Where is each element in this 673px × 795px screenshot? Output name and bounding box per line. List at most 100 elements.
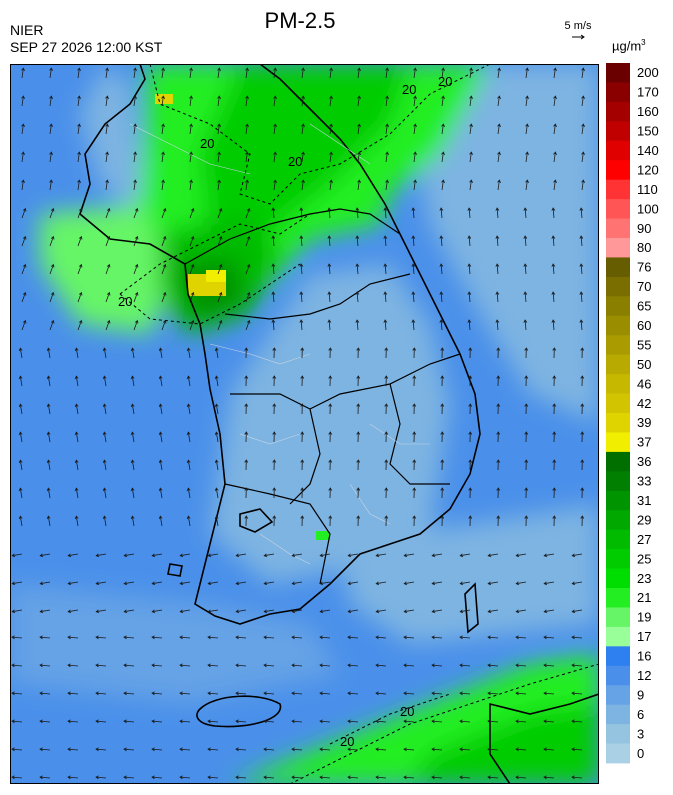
wind-arrow-icon	[487, 691, 499, 696]
wind-arrow-icon	[552, 459, 557, 471]
wind-arrow-icon	[581, 179, 585, 191]
wind-arrow-icon	[39, 635, 51, 640]
wind-arrow-icon	[263, 775, 275, 780]
wind-arrow-icon	[356, 459, 361, 471]
wind-arrow-icon	[77, 235, 83, 247]
wind-arrow-icon	[551, 263, 556, 275]
wind-arrow-icon	[21, 291, 27, 303]
wind-arrow-icon	[67, 635, 79, 640]
wind-arrow-icon	[327, 319, 332, 331]
contour-label: 20	[200, 136, 214, 151]
wind-arrow-icon	[49, 67, 53, 79]
wind-arrow-icon	[327, 263, 332, 275]
wind-arrow-icon	[356, 431, 361, 443]
province-borders	[184, 208, 461, 585]
wind-arrow-icon	[46, 431, 51, 443]
wind-arrow-icon	[39, 691, 51, 696]
wind-arrow-icon	[580, 403, 585, 415]
wind-arrow-icon	[263, 609, 275, 614]
wind-arrow-icon	[214, 347, 219, 359]
wind-arrow-icon	[431, 609, 443, 614]
map-frame	[10, 64, 599, 784]
wind-arrow-icon	[74, 515, 79, 527]
wind-arrow-icon	[77, 123, 81, 135]
wind-arrow-icon	[272, 375, 277, 387]
wind-arrow-icon	[375, 719, 387, 724]
wind-arrow-icon	[105, 123, 109, 135]
wind-arrow-icon	[580, 431, 585, 443]
wind-arrow-icon	[179, 609, 191, 614]
wind-arrow-icon	[186, 403, 191, 415]
wind-arrow-icon	[21, 151, 25, 163]
wind-arrow-icon	[133, 291, 139, 303]
wind-arrow-icon	[495, 235, 500, 247]
wind-arrow-icon	[272, 431, 277, 443]
wind-arrow-icon	[207, 775, 219, 780]
wind-arrow-icon	[468, 347, 473, 359]
wind-arrow-icon	[439, 235, 444, 247]
wind-arrow-icon	[95, 747, 107, 752]
wind-arrow-icon	[46, 459, 51, 471]
wind-arrow-icon	[300, 403, 305, 415]
wind-arrow-icon	[524, 459, 529, 471]
contour-label: 20	[402, 82, 416, 97]
wind-arrow-icon	[21, 179, 25, 191]
wind-arrow-icon	[384, 487, 389, 499]
legend-label: 9	[637, 687, 644, 702]
legend-label: 76	[637, 260, 651, 275]
wind-arrow-icon	[245, 263, 251, 275]
wind-arrow-icon	[553, 67, 557, 79]
wind-arrow-icon	[123, 553, 135, 558]
wind-arrow-icon	[291, 747, 303, 752]
legend-label: 70	[637, 279, 651, 294]
wind-arrow-icon	[245, 95, 249, 107]
wind-arrow-icon	[161, 151, 165, 163]
wind-arrow-icon	[123, 747, 135, 752]
legend-label: 110	[637, 182, 658, 197]
wind-arrow-icon	[130, 375, 135, 387]
legend-swatch	[606, 413, 630, 433]
wind-arrow-icon	[552, 431, 557, 443]
wind-arrow-icon	[375, 635, 387, 640]
wind-arrow-icon	[571, 553, 583, 558]
wind-arrow-icon	[412, 515, 417, 527]
wind-arrow-icon	[245, 67, 249, 79]
wind-arrow-icon	[49, 319, 55, 331]
wind-arrow-icon	[497, 123, 501, 135]
wind-arrow-icon	[245, 235, 251, 247]
wind-arrow-icon	[11, 691, 23, 696]
wind-arrow-icon	[217, 207, 223, 219]
wind-arrow-icon	[487, 635, 499, 640]
legend-label: 23	[637, 571, 651, 586]
wind-arrow-icon	[459, 719, 471, 724]
wind-arrow-icon	[440, 487, 445, 499]
wind-arrow-icon	[207, 747, 219, 752]
wind-arrow-icon	[571, 609, 583, 614]
wind-arrow-icon	[95, 581, 107, 586]
legend-label: 100	[637, 201, 659, 216]
wind-arrow-icon	[217, 123, 221, 135]
wind-arrow-icon	[552, 375, 557, 387]
legend-label: 65	[637, 299, 651, 314]
legend-swatch	[606, 393, 630, 414]
wind-arrow-icon	[49, 291, 55, 303]
wind-arrow-icon	[347, 635, 359, 640]
legend-label: 150	[637, 124, 659, 139]
wind-arrow-icon	[319, 775, 331, 780]
wind-arrow-icon	[49, 123, 53, 135]
wind-arrow-icon	[328, 515, 333, 527]
wind-arrow-icon	[74, 431, 79, 443]
contour-labels: 20 20 20 20 20 20 20	[118, 74, 452, 749]
wind-arrow-icon	[186, 347, 191, 359]
legend-label: 16	[637, 649, 651, 664]
wind-arrow-icon	[189, 291, 195, 303]
wind-arrow-icon	[77, 291, 83, 303]
wind-arrow-icon	[102, 487, 107, 499]
wind-arrow-icon	[357, 123, 361, 135]
wind-arrow-icon	[74, 487, 79, 499]
contour-label: 20	[438, 74, 452, 89]
wind-arrow-icon	[244, 487, 249, 499]
wind-arrow-icon	[217, 95, 221, 107]
wind-arrow-icon	[133, 235, 139, 247]
wind-arrow-icon	[571, 581, 583, 586]
